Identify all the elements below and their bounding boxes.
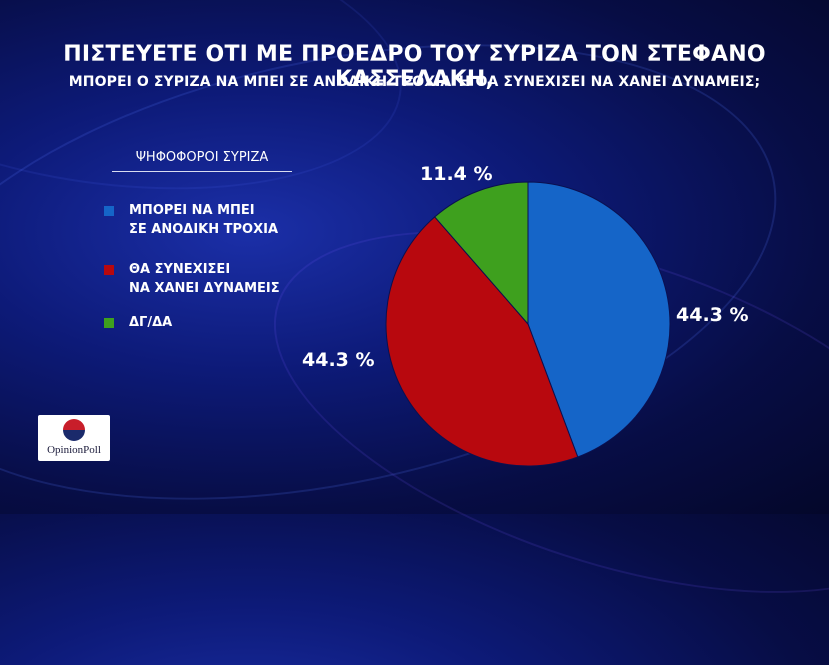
legend-divider [112, 171, 292, 172]
logo-text: OpinionPoll [47, 444, 101, 456]
legend-heading: ΨΗΦΟΦΟΡΟΙ ΣΥΡΙΖΑ [135, 150, 269, 165]
legend-swatch-green [104, 318, 114, 328]
slice-label-dk-na: 11.4 % [420, 163, 493, 185]
slice-label-can-rise: 44.3 % [676, 304, 749, 326]
legend-label: ΜΠΟΡΕΙ ΝΑ ΜΠΕΙ [129, 203, 255, 218]
pie-slice-dk-na [434, 181, 529, 326]
pie-slice-will-lose [385, 216, 579, 467]
logo-circle-icon [63, 419, 85, 441]
legend-label: ΝΑ ΧΑΝΕΙ ΔΥΝΑΜΕΙΣ [129, 281, 280, 296]
opinionpoll-logo: OpinionPoll [38, 415, 110, 461]
legend-swatch-red [104, 265, 114, 275]
pie-chart [385, 181, 671, 467]
chart-subtitle: ΜΠΟΡΕΙ Ο ΣΥΡΙΖΑ ΝΑ ΜΠΕΙ ΣΕ ΑΝΟΔΙΚΗ ΤΡΟΧΙ… [68, 74, 761, 90]
legend-label: ΔΓ/ΔΑ [129, 315, 173, 330]
legend-label: ΣΕ ΑΝΟΔΙΚΗ ΤΡΟΧΙΑ [129, 222, 279, 237]
legend-label: ΘΑ ΣΥΝΕΧΙΣΕΙ [129, 262, 231, 277]
slice-label-will-lose: 44.3 % [302, 349, 375, 371]
pie-slice-can-rise [527, 181, 671, 458]
chart-title: ΠΙΣΤΕΥΕΤΕ ΟΤΙ ΜΕ ΠΡΟΕΔΡΟ ΤΟΥ ΣΥΡΙΖΑ ΤΟΝ … [63, 42, 766, 92]
legend-swatch-blue [104, 206, 114, 216]
